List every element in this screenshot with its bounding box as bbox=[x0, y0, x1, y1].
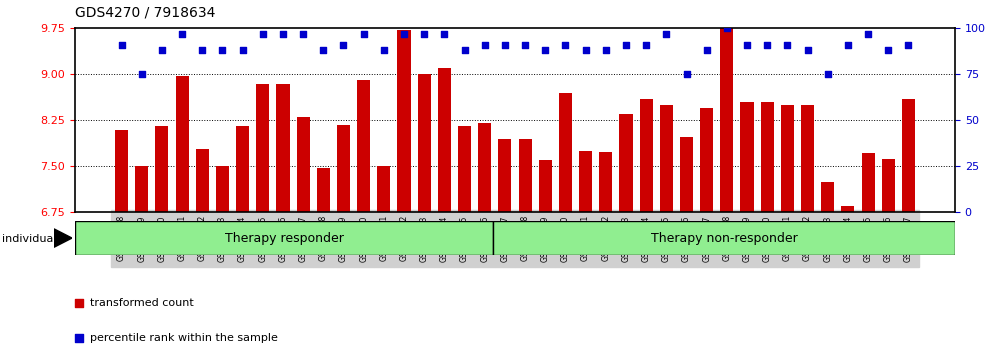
Point bbox=[679, 72, 695, 77]
Point bbox=[235, 47, 251, 53]
Bar bbox=[902, 99, 915, 212]
Point bbox=[174, 31, 190, 37]
Bar bbox=[236, 126, 249, 212]
Point bbox=[376, 47, 392, 53]
Bar bbox=[519, 139, 532, 212]
Point bbox=[578, 47, 594, 53]
Bar bbox=[337, 125, 350, 212]
Point bbox=[194, 47, 210, 53]
Point bbox=[779, 42, 795, 48]
Point bbox=[396, 31, 412, 37]
Bar bbox=[640, 99, 653, 212]
Bar bbox=[619, 114, 633, 212]
Bar bbox=[317, 168, 330, 212]
Text: Therapy non-responder: Therapy non-responder bbox=[651, 232, 797, 245]
Bar bbox=[862, 153, 875, 212]
Point bbox=[436, 31, 452, 37]
Text: transformed count: transformed count bbox=[90, 298, 194, 308]
Point bbox=[356, 31, 372, 37]
Bar bbox=[458, 126, 471, 212]
Point bbox=[658, 31, 674, 37]
Point bbox=[900, 42, 916, 48]
Point bbox=[134, 72, 150, 77]
Bar bbox=[740, 102, 754, 212]
Point bbox=[154, 47, 170, 53]
Bar bbox=[720, 28, 733, 212]
Bar bbox=[155, 126, 168, 212]
Bar bbox=[478, 124, 491, 212]
Point bbox=[457, 47, 473, 53]
Bar bbox=[841, 206, 854, 212]
Polygon shape bbox=[54, 229, 72, 247]
Bar bbox=[377, 166, 390, 212]
Point bbox=[840, 42, 856, 48]
Point bbox=[214, 47, 230, 53]
Bar bbox=[196, 149, 209, 212]
Bar bbox=[781, 105, 794, 212]
Point bbox=[820, 72, 836, 77]
Point bbox=[517, 42, 533, 48]
Bar bbox=[135, 166, 148, 212]
Point bbox=[295, 31, 311, 37]
Point bbox=[860, 31, 876, 37]
Point bbox=[594, 171, 610, 176]
FancyBboxPatch shape bbox=[75, 221, 493, 255]
Text: individual: individual bbox=[2, 234, 56, 244]
Point bbox=[557, 42, 573, 48]
Point bbox=[618, 42, 634, 48]
Point bbox=[315, 47, 331, 53]
Point bbox=[114, 42, 130, 48]
Bar bbox=[256, 84, 269, 212]
Bar bbox=[176, 76, 189, 212]
Bar bbox=[539, 160, 552, 212]
Bar bbox=[357, 80, 370, 212]
Point bbox=[477, 42, 493, 48]
Point bbox=[739, 42, 755, 48]
Point bbox=[275, 31, 291, 37]
Point bbox=[719, 25, 735, 31]
Point bbox=[598, 47, 614, 53]
Point bbox=[416, 31, 432, 37]
Bar bbox=[882, 159, 895, 212]
Bar bbox=[660, 105, 673, 212]
Point bbox=[255, 31, 271, 37]
Bar bbox=[599, 152, 612, 212]
Bar bbox=[498, 139, 511, 212]
Bar bbox=[438, 68, 451, 212]
Bar bbox=[115, 130, 128, 212]
Bar bbox=[700, 108, 713, 212]
Point bbox=[759, 42, 775, 48]
Point bbox=[800, 47, 816, 53]
Point bbox=[880, 47, 896, 53]
Point bbox=[638, 42, 654, 48]
FancyBboxPatch shape bbox=[493, 221, 955, 255]
Bar bbox=[276, 84, 290, 212]
Text: GDS4270 / 7918634: GDS4270 / 7918634 bbox=[75, 5, 215, 19]
Bar bbox=[821, 182, 834, 212]
Point bbox=[537, 47, 553, 53]
Bar bbox=[761, 102, 774, 212]
Bar bbox=[297, 117, 310, 212]
Bar bbox=[418, 74, 431, 212]
Point bbox=[699, 47, 715, 53]
Point bbox=[497, 42, 513, 48]
Text: percentile rank within the sample: percentile rank within the sample bbox=[90, 333, 278, 343]
Bar bbox=[559, 93, 572, 212]
Point bbox=[335, 42, 351, 48]
Bar bbox=[397, 30, 411, 212]
Bar bbox=[680, 137, 693, 212]
Bar bbox=[579, 151, 592, 212]
Bar bbox=[216, 166, 229, 212]
Bar bbox=[801, 105, 814, 212]
Text: Therapy responder: Therapy responder bbox=[225, 232, 343, 245]
